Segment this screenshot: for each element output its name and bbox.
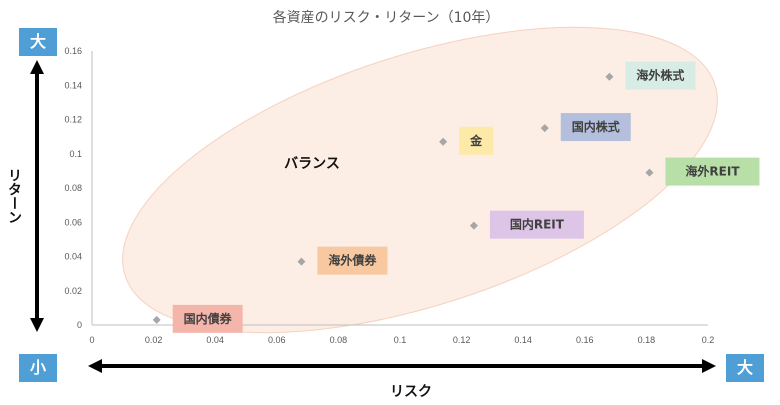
x-tick-label: 0.12 — [453, 335, 471, 345]
x-tick-label: 0.16 — [576, 335, 594, 345]
x-tick-label: 0.08 — [330, 335, 348, 345]
x-tick-label: 0.04 — [206, 335, 224, 345]
chart-title: 各資産のリスク・リターン（10年） — [273, 10, 500, 26]
data-point — [645, 168, 654, 177]
point-label: 国内REIT — [510, 217, 565, 232]
data-point — [605, 72, 614, 81]
point-label: 国内株式 — [572, 119, 620, 134]
y-tick-label: 0 — [77, 320, 82, 330]
point-label-box — [172, 304, 243, 333]
balance-label: バランス — [284, 156, 340, 172]
y-tick-label: 0.16 — [64, 46, 82, 56]
x-tick-label: 0.02 — [145, 335, 163, 345]
data-point — [297, 257, 306, 266]
y-axis-title: リターン — [6, 168, 22, 224]
x-tick-label: 0.06 — [268, 335, 286, 345]
y-tick-labels: 0 0.02 0.04 0.06 0.08 0.1 0.12 0.14 0.16 — [64, 46, 82, 330]
point-label: 海外債券 — [328, 253, 377, 268]
risk-high-badge: 大 — [726, 354, 764, 382]
point-label-box — [317, 246, 388, 275]
x-tick-labels: 0 0.02 0.04 0.06 0.08 0.1 0.12 0.14 0.16 0.18 0.2 — [89, 335, 714, 345]
x-axis-title: リスク — [390, 384, 432, 400]
point-label-box — [489, 210, 584, 239]
y-tick-label: 0.1 — [69, 149, 82, 159]
point-label-box — [560, 113, 631, 142]
return-high-badge: 大 — [19, 28, 57, 56]
y-tick-label: 0.02 — [64, 286, 82, 296]
point-label: 海外株式 — [636, 68, 684, 83]
x-tick-label: 0.14 — [514, 335, 532, 345]
y-arrow-head-down — [30, 318, 44, 332]
x-arrow-head-right — [702, 359, 716, 373]
x-tick-label: 0.2 — [702, 335, 715, 345]
x-tick-label: 0.18 — [638, 335, 656, 345]
y-tick-label: 0.06 — [64, 217, 82, 227]
point-label: 金 — [469, 133, 483, 148]
y-tick-label: 0.08 — [64, 183, 82, 193]
data-point — [469, 221, 478, 230]
x-arrow-head-left — [88, 359, 102, 373]
point-label-box — [625, 61, 696, 90]
balance-region — [122, 26, 718, 334]
return-low-badge: 小 — [19, 354, 57, 382]
y-tick-label: 0.04 — [64, 252, 82, 262]
point-label-box — [665, 157, 760, 186]
x-tick-label: 0.1 — [394, 335, 407, 345]
data-point — [540, 124, 549, 133]
point-label-box — [459, 126, 494, 155]
point-label: 国内債券 — [184, 311, 233, 326]
y-arrow-head-up — [30, 60, 44, 74]
x-tick-label: 0 — [89, 335, 94, 345]
y-tick-label: 0.12 — [64, 115, 82, 125]
point-label: 海外REIT — [685, 164, 740, 179]
data-point — [439, 137, 448, 146]
data-point — [152, 315, 161, 324]
y-tick-label: 0.14 — [64, 80, 82, 90]
